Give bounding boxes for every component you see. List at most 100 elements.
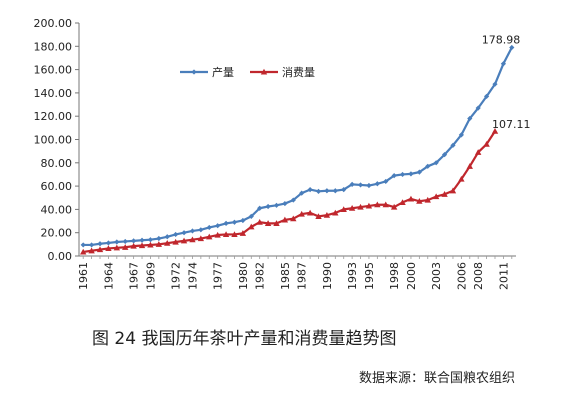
series-1-point-46 — [466, 163, 473, 169]
x-tick-label: 1985 — [279, 262, 292, 290]
x-tick-label: 1977 — [212, 262, 225, 290]
series-0-point-35 — [374, 181, 380, 187]
y-tick-label: 180.00 — [34, 40, 73, 53]
series-0-point-37 — [391, 173, 397, 179]
series-0-line — [83, 46, 513, 247]
series-0-point-11 — [173, 231, 179, 238]
series-1-point-39 — [407, 195, 415, 202]
series-0-point-43 — [441, 152, 448, 158]
y-tick-label: 160.00 — [34, 64, 73, 77]
series-1-point-7 — [138, 242, 146, 249]
series-0-point-10 — [164, 234, 170, 240]
x-tick-label: 2000 — [405, 262, 418, 290]
x-tick-label: 2006 — [455, 262, 468, 290]
series-0-point-0 — [80, 242, 86, 248]
series-0-point-38 — [399, 171, 406, 178]
series-0-point-3 — [105, 240, 112, 246]
series-0-point-33 — [357, 182, 364, 188]
series-1-point-6 — [130, 242, 137, 249]
series-1-point-13 — [189, 236, 196, 243]
series-legend-point-1 — [260, 68, 268, 75]
series-1-point-18 — [231, 231, 238, 238]
series-1-point-21 — [256, 219, 263, 225]
series-1-point-17 — [222, 231, 230, 238]
x-tick-label: 1972 — [170, 262, 183, 290]
series-1 — [80, 128, 499, 255]
series-1-point-40 — [416, 198, 423, 204]
series-0-point-28 — [315, 188, 322, 194]
series-1-point-10 — [164, 239, 171, 246]
series-1-point-3 — [105, 245, 112, 251]
x-tick-label: 2008 — [472, 262, 485, 290]
x-tick-label: 1982 — [254, 262, 267, 290]
x-tick-label: 2011 — [497, 262, 510, 290]
series-0-point-44 — [450, 142, 456, 148]
series-1-point-49 — [491, 128, 499, 134]
series-0-point-2 — [97, 241, 103, 247]
series-0-point-46 — [467, 115, 473, 122]
series-0-point-40 — [416, 169, 422, 175]
legend: 产量 消费量 — [180, 65, 315, 79]
series-0-point-49 — [492, 81, 498, 87]
y-tick-label: 40.00 — [41, 203, 73, 216]
series-0-point-13 — [189, 228, 196, 234]
end-value-label-1: 107.11 — [492, 118, 530, 131]
series-1-point-1 — [88, 247, 95, 254]
series-0-point-32 — [349, 181, 355, 187]
series-1-point-30 — [332, 209, 339, 216]
series-0-point-17 — [223, 220, 229, 226]
series-0-point-16 — [215, 223, 221, 229]
series-1-point-45 — [458, 175, 465, 182]
x-tick-label: 1964 — [102, 262, 115, 290]
x-tick-label: 1961 — [77, 262, 90, 290]
series-0-point-27 — [307, 186, 313, 193]
series-1-point-25 — [290, 215, 297, 222]
series-1-point-26 — [298, 210, 305, 217]
series-0-point-25 — [290, 197, 296, 203]
end-value-label-0: 178.98 — [482, 33, 521, 46]
series-0-point-36 — [383, 178, 389, 185]
series-1-point-4 — [113, 244, 121, 251]
series-0-point-39 — [408, 171, 414, 177]
series-0-point-23 — [273, 202, 280, 208]
series-1-point-14 — [197, 235, 205, 242]
series-1-point-34 — [365, 202, 373, 209]
legend-label-1: 消费量 — [282, 65, 315, 79]
series-1-point-8 — [147, 241, 154, 248]
series-1-point-5 — [122, 244, 129, 250]
series-1-point-29 — [323, 212, 331, 218]
x-tick-label: 1980 — [237, 262, 250, 290]
series-0-point-45 — [458, 132, 464, 138]
x-tick-label: 1990 — [321, 262, 334, 290]
series-1-point-22 — [264, 220, 272, 226]
series-0-point-47 — [475, 105, 481, 111]
series-0-point-9 — [156, 235, 162, 242]
series-1-point-2 — [96, 246, 104, 253]
data-source: 数据来源：联合国粮农组织 — [359, 371, 516, 386]
series-0-point-51 — [509, 44, 515, 51]
y-axis: 0.00 20.00 40.00 60.00 80.00 100.00 120.00 140.… — [34, 17, 80, 263]
x-tick-label: 1987 — [296, 262, 309, 290]
series-0-point-20 — [248, 213, 254, 219]
x-tick-label: 1993 — [346, 262, 359, 290]
series-1-point-42 — [432, 193, 440, 200]
series-layer — [80, 44, 515, 255]
x-tick-label: 1998 — [388, 262, 401, 290]
series-1-point-0 — [80, 248, 87, 255]
x-tick-label: 1995 — [363, 262, 376, 290]
y-tick-label: 80.00 — [41, 157, 73, 170]
annotations: 178.98 107.11 — [482, 33, 531, 131]
series-1-point-12 — [180, 237, 188, 244]
series-legend-point-0 — [191, 69, 197, 75]
series-0-point-29 — [324, 188, 330, 194]
series-1-point-16 — [214, 231, 221, 238]
series-1-point-41 — [424, 196, 431, 203]
y-tick-label: 20.00 — [41, 227, 73, 240]
series-1-point-36 — [382, 201, 389, 208]
series-0-point-48 — [483, 93, 490, 99]
y-tick-label: 0.00 — [48, 250, 73, 263]
series-0-point-41 — [425, 163, 431, 169]
series-0-point-50 — [500, 61, 506, 67]
series-1-point-23 — [273, 220, 280, 226]
series-1-point-11 — [172, 238, 179, 245]
